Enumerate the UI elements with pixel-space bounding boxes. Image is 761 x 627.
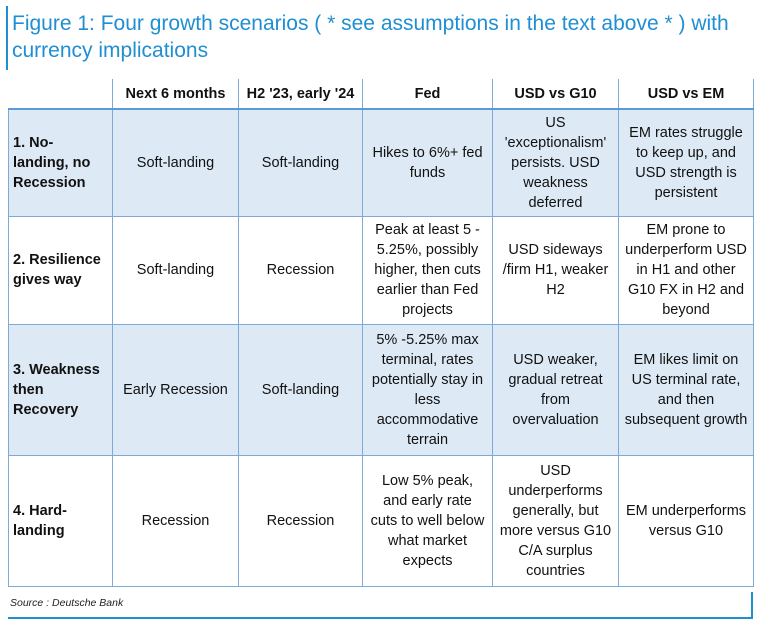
scenario-label: 1. No-landing, no Recession <box>8 108 113 217</box>
header-next-6-months: Next 6 months <box>112 79 239 110</box>
usd-vs-g10-cell: USD underperforms generally, but more ve… <box>492 454 619 587</box>
scenario-label: 2. Resilience gives way <box>8 215 113 325</box>
usd-vs-em-cell: EM prone to underperform USD in H1 and o… <box>618 215 754 325</box>
h2-cell: Recession <box>238 454 363 587</box>
scenario-table: Next 6 months H2 '23, early '24 Fed USD … <box>8 79 754 587</box>
title-frame-line <box>6 6 8 70</box>
fed-cell: Hikes to 6%+ fed funds <box>362 108 493 217</box>
next-6-months-cell: Soft-landing <box>112 108 239 217</box>
source-note: Source : Deutsche Bank <box>10 597 124 609</box>
fed-cell: Peak at least 5 - 5.25%, possibly higher… <box>362 215 493 325</box>
next-6-months-cell: Recession <box>112 454 239 587</box>
table-row: 3. Weakness then Recovery Early Recessio… <box>8 323 754 456</box>
fed-cell: Low 5% peak, and early rate cuts to well… <box>362 454 493 587</box>
table-row: 2. Resilience gives way Soft-landing Rec… <box>8 215 754 325</box>
scenario-label: 3. Weakness then Recovery <box>8 323 113 456</box>
usd-vs-g10-cell: USD weaker, gradual retreat from overval… <box>492 323 619 456</box>
table-row: 4. Hard-landing Recession Recession Low … <box>8 454 754 587</box>
header-usd-vs-em: USD vs EM <box>618 79 754 110</box>
h2-cell: Recession <box>238 215 363 325</box>
usd-vs-em-cell: EM likes limit on US terminal rate, and … <box>618 323 754 456</box>
header-usd-vs-g10: USD vs G10 <box>492 79 619 110</box>
table-row: 1. No-landing, no Recession Soft-landing… <box>8 108 754 217</box>
header-h2-23-early-24: H2 '23, early '24 <box>238 79 363 110</box>
next-6-months-cell: Soft-landing <box>112 215 239 325</box>
table-header-row: Next 6 months H2 '23, early '24 Fed USD … <box>8 79 754 110</box>
usd-vs-em-cell: EM rates struggle to keep up, and USD st… <box>618 108 754 217</box>
header-corner <box>8 79 113 110</box>
h2-cell: Soft-landing <box>238 323 363 456</box>
footer-rule <box>8 617 753 619</box>
h2-cell: Soft-landing <box>238 108 363 217</box>
usd-vs-g10-cell: USD sideways /firm H1, weaker H2 <box>492 215 619 325</box>
next-6-months-cell: Early Recession <box>112 323 239 456</box>
fed-cell: 5% -5.25% max terminal, rates potentiall… <box>362 323 493 456</box>
usd-vs-g10-cell: US 'exceptionalism' persists. USD weakne… <box>492 108 619 217</box>
header-fed: Fed <box>362 79 493 110</box>
scenario-label: 4. Hard-landing <box>8 454 113 587</box>
figure-title: Figure 1: Four growth scenarios ( * see … <box>12 12 729 62</box>
footer-frame-line <box>751 592 753 619</box>
usd-vs-em-cell: EM underperforms versus G10 <box>618 454 754 587</box>
